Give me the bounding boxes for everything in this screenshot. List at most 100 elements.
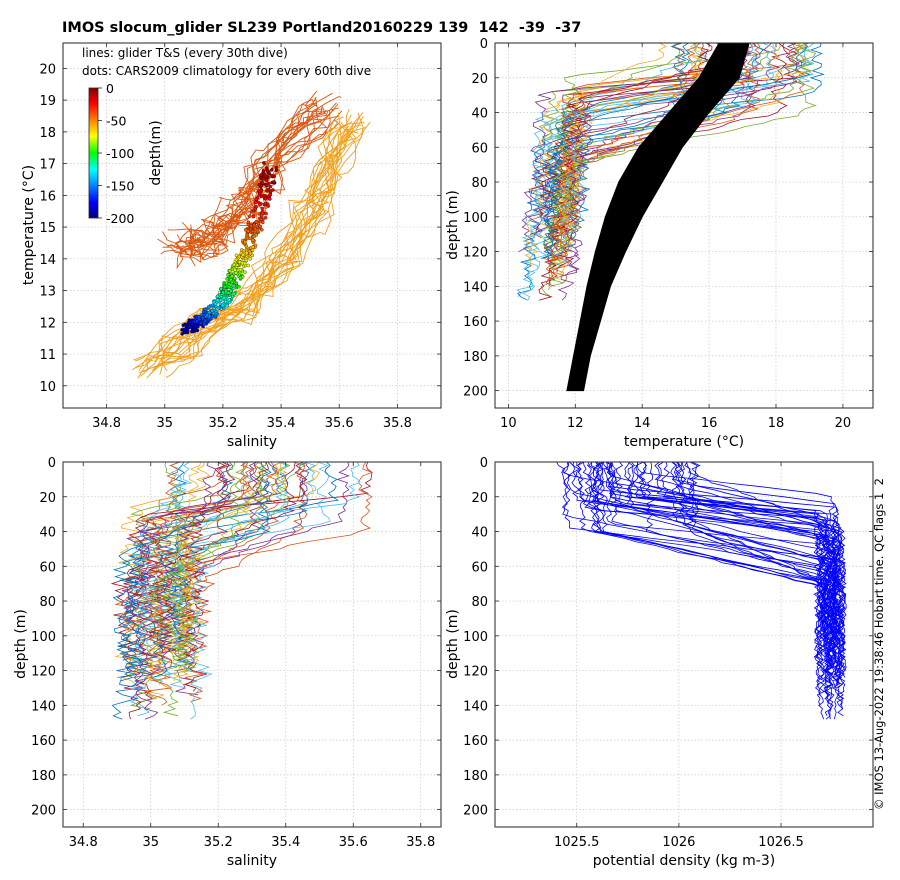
temperature-depth-panel: 10 12 14 16 18 20020406080100120140160180200 …	[445, 37, 874, 450]
climatology-dot	[268, 197, 272, 201]
climatology-dot	[197, 314, 202, 319]
y-tick-label: 0	[48, 456, 56, 471]
x-tick-label: 35.6	[339, 835, 368, 850]
x-tick-label: 18	[768, 416, 785, 431]
climatology-dot	[195, 328, 200, 333]
ts-glider-line	[196, 96, 317, 251]
climatology-dot	[225, 303, 229, 308]
climatology-dot	[182, 327, 187, 332]
climatology-dot	[225, 277, 229, 281]
climatology-dot	[215, 312, 220, 316]
climatology-dot	[203, 319, 207, 324]
climatology-dot	[274, 168, 279, 173]
temperature-profile-line	[540, 43, 812, 259]
salinity-profile-line	[167, 462, 267, 682]
climatology-dot	[227, 285, 232, 289]
x-tick-label: 35.6	[325, 416, 354, 431]
y-tick-label: 160	[31, 734, 56, 749]
ts-glider-line	[194, 107, 339, 242]
y-tick-label: 60	[39, 560, 56, 575]
climatology-band	[566, 43, 750, 392]
climatology-dot	[249, 210, 254, 214]
y-tick-label: 120	[463, 246, 488, 261]
climatology-dot	[201, 324, 205, 329]
climatology-dot	[254, 220, 259, 224]
depth-colorbar: 0 -50 -100 -150 -200 depth(m)	[88, 81, 164, 226]
temperature-profile-line	[567, 43, 817, 231]
y-tick-label: 0	[480, 456, 488, 471]
climatology-dot	[201, 309, 206, 314]
density-profile-line	[661, 462, 834, 678]
ts-diagram-panel: 34.8 35 35.2 35.4 35.6 35.8 10 11 12 13 14 15 16 17 18…	[21, 42, 442, 450]
climatology-dot	[220, 303, 225, 308]
y-tick-label: 11	[39, 348, 56, 363]
y-tick-label: 200	[31, 804, 56, 819]
ts-glider-line	[137, 131, 351, 379]
climatology-dot	[253, 226, 258, 231]
climatology-dot	[205, 313, 209, 318]
climatology-dot	[260, 181, 265, 185]
climatology-dot	[232, 276, 237, 281]
climatology-dot	[215, 294, 220, 299]
x-tick-label: 35.8	[383, 416, 412, 431]
x-tick-label: 35	[156, 416, 173, 431]
climatology-dot	[271, 188, 275, 192]
y-tick-label: 120	[463, 665, 488, 680]
sal-xlabel: salinity	[227, 853, 277, 869]
climatology-dot	[261, 169, 266, 173]
y-tick-label: 80	[39, 595, 56, 610]
climatology-dot	[250, 229, 255, 234]
figure-title: IMOS slocum_glider SL239 Portland2016022…	[62, 20, 582, 36]
climatology-dot	[224, 289, 228, 294]
climatology-dot	[258, 224, 262, 229]
temperature-profile-line	[544, 43, 761, 263]
ts-annotation-lines: lines: glider T&S (every 30th dive)	[82, 46, 288, 60]
y-tick-label: 20	[39, 62, 56, 77]
climatology-dot	[238, 275, 243, 280]
ts-glider-line	[140, 122, 365, 377]
y-tick-label: 20	[471, 491, 488, 506]
y-tick-label: 100	[463, 630, 488, 645]
climatology-dot	[228, 268, 232, 273]
y-tick-label: 180	[463, 350, 488, 365]
y-tick-label: 180	[463, 769, 488, 784]
y-tick-label: 0	[480, 37, 488, 52]
x-tick-label: 1026.5	[758, 835, 804, 850]
climatology-dot	[181, 323, 185, 328]
climatology-dot	[259, 189, 263, 193]
density-profile-line	[561, 462, 839, 654]
climatology-dot	[232, 262, 236, 267]
climatology-dot	[261, 220, 265, 225]
x-tick-label: 16	[701, 416, 718, 431]
climatology-dot	[230, 294, 235, 299]
climatology-dot	[243, 228, 248, 232]
temperature-profile-line	[532, 43, 815, 270]
density-profile-line	[566, 462, 841, 720]
climatology-dot	[251, 214, 256, 219]
x-tick-label: 35.4	[271, 835, 300, 850]
y-tick-label: 40	[39, 526, 56, 541]
temperature-profile-line	[533, 43, 761, 239]
climatology-dot	[215, 298, 220, 302]
climatology-dot	[241, 249, 246, 253]
y-tick-label: 160	[463, 734, 488, 749]
climatology-dot	[255, 229, 260, 234]
climatology-dot	[254, 204, 258, 209]
y-tick-label: 16	[39, 189, 56, 204]
climatology-dot	[186, 326, 190, 330]
y-tick-label: 120	[31, 665, 56, 680]
climatology-dot	[221, 290, 225, 295]
y-tick-label: 200	[463, 385, 488, 400]
climatology-dot	[264, 166, 269, 170]
x-tick-label: 34.8	[69, 835, 98, 850]
climatology-dot	[252, 223, 257, 227]
y-tick-label: 12	[39, 316, 56, 331]
climatology-dot	[219, 287, 223, 291]
climatology-dot	[234, 257, 239, 262]
y-tick-label: 60	[471, 141, 488, 156]
climatology-dot	[246, 220, 251, 225]
temperature-profile-line	[523, 43, 667, 266]
climatology-dot	[262, 161, 266, 165]
colorbar-tick-label: -50	[106, 114, 126, 129]
y-tick-label: 40	[471, 107, 488, 122]
